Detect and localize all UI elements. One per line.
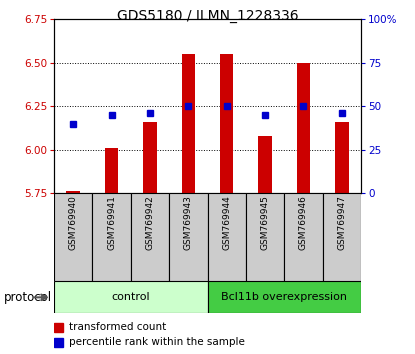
- Text: protocol: protocol: [4, 291, 52, 304]
- Bar: [54, 193, 92, 281]
- Text: GSM769947: GSM769947: [337, 195, 347, 251]
- Text: GSM769942: GSM769942: [145, 195, 154, 250]
- Bar: [246, 193, 284, 281]
- Bar: [284, 193, 323, 281]
- Text: GSM769941: GSM769941: [107, 195, 116, 251]
- Bar: [169, 193, 208, 281]
- Text: GDS5180 / ILMN_1228336: GDS5180 / ILMN_1228336: [117, 9, 298, 23]
- Bar: [208, 281, 361, 313]
- Text: GSM769943: GSM769943: [184, 195, 193, 251]
- Bar: [54, 322, 63, 332]
- Bar: [182, 54, 195, 193]
- Bar: [54, 338, 63, 347]
- Bar: [220, 54, 233, 193]
- Bar: [54, 281, 208, 313]
- Bar: [208, 193, 246, 281]
- Text: GSM769946: GSM769946: [299, 195, 308, 251]
- Text: transformed count: transformed count: [69, 322, 166, 332]
- Text: Bcl11b overexpression: Bcl11b overexpression: [221, 292, 347, 302]
- Text: GSM769940: GSM769940: [68, 195, 78, 251]
- Bar: [93, 193, 131, 281]
- Text: control: control: [111, 292, 150, 302]
- Bar: [297, 63, 310, 193]
- Text: percentile rank within the sample: percentile rank within the sample: [69, 337, 245, 347]
- Bar: [66, 191, 80, 193]
- Bar: [143, 122, 156, 193]
- Text: GSM769945: GSM769945: [261, 195, 270, 251]
- Text: GSM769944: GSM769944: [222, 195, 231, 250]
- Bar: [131, 193, 169, 281]
- Bar: [105, 148, 118, 193]
- Bar: [335, 122, 349, 193]
- Bar: [259, 136, 272, 193]
- Bar: [323, 193, 361, 281]
